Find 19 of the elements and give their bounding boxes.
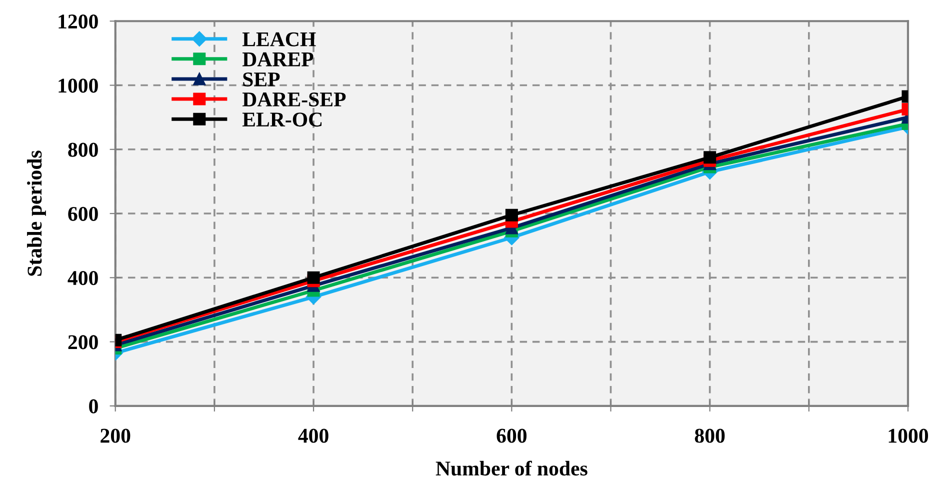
y-tick-label: 1000 <box>58 78 98 93</box>
x-tick-label: 400 <box>298 428 328 443</box>
x-tick-label: 200 <box>100 428 130 443</box>
y-axis-title: Stable periods <box>27 150 46 276</box>
legend-label: LEACH <box>242 32 316 46</box>
y-tick-label: 200 <box>68 335 98 350</box>
x-tick-label: 1000 <box>888 428 928 443</box>
x-tick-label: 600 <box>496 428 527 443</box>
y-tick-label: 800 <box>68 142 98 157</box>
x-axis-title: Number of nodes <box>436 460 588 476</box>
y-tick-label: 400 <box>68 271 98 286</box>
legend-label: DAREP <box>242 52 314 66</box>
y-tick-label: 1200 <box>58 14 98 29</box>
legend-label: ELR-OC <box>242 112 322 127</box>
y-tick-label: 600 <box>68 206 98 221</box>
x-tick-label: 800 <box>694 428 725 443</box>
legend-label: SEP <box>243 72 280 86</box>
legend-label: DARE-SEP <box>242 92 346 107</box>
y-tick-label: 0 <box>89 399 98 414</box>
